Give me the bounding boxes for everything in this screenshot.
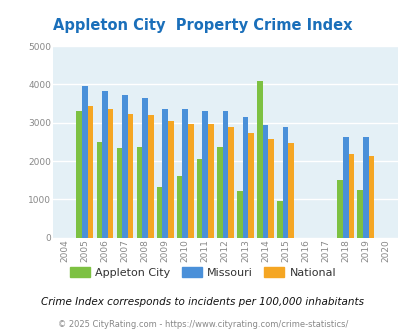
Bar (168, 121, 173, 238)
Bar (116, 148, 122, 238)
Bar (128, 114, 133, 238)
Bar (176, 176, 182, 238)
Bar (196, 159, 202, 238)
Bar (87, 106, 93, 238)
Bar (136, 147, 142, 238)
Bar (162, 109, 168, 238)
Bar (228, 127, 233, 238)
Bar (156, 187, 162, 238)
Bar (107, 109, 113, 238)
Bar (268, 139, 273, 238)
Bar (76, 111, 82, 238)
Bar (96, 142, 102, 238)
Bar (342, 137, 347, 238)
Text: © 2025 CityRating.com - https://www.cityrating.com/crime-statistics/: © 2025 CityRating.com - https://www.city… (58, 319, 347, 329)
Bar (216, 147, 222, 238)
Bar (82, 86, 87, 238)
Bar (102, 91, 107, 238)
Bar (222, 111, 228, 238)
Bar (356, 190, 362, 238)
Bar (256, 81, 262, 238)
Bar (242, 117, 247, 238)
Bar (247, 133, 253, 238)
Bar (122, 95, 128, 238)
Bar (277, 201, 282, 238)
Text: Appleton City  Property Crime Index: Appleton City Property Crime Index (53, 18, 352, 33)
Bar (182, 109, 188, 238)
Bar (207, 124, 213, 238)
Bar (142, 98, 147, 238)
Bar (282, 127, 288, 238)
Bar (337, 180, 342, 238)
Text: Crime Index corresponds to incidents per 100,000 inhabitants: Crime Index corresponds to incidents per… (41, 297, 364, 307)
Bar (147, 115, 153, 238)
Bar (237, 191, 242, 238)
Bar (262, 125, 268, 238)
Bar (368, 156, 373, 238)
Bar (362, 137, 368, 238)
Bar (288, 143, 293, 238)
Legend: Appleton City, Missouri, National: Appleton City, Missouri, National (65, 263, 340, 282)
Bar (188, 124, 193, 238)
Bar (202, 111, 207, 238)
Bar (347, 154, 353, 238)
